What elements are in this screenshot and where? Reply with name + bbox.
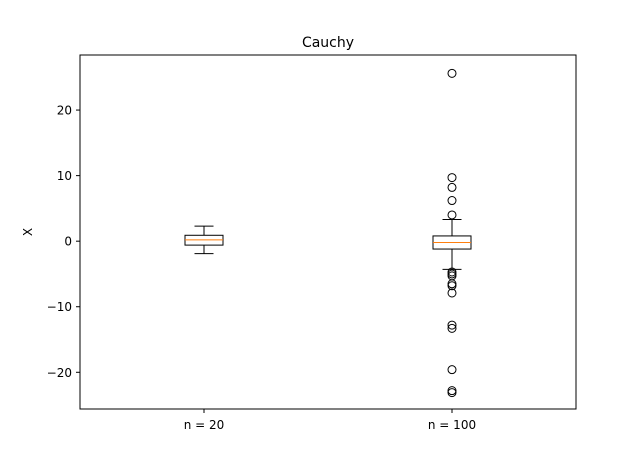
y-tick-label: 20	[57, 104, 72, 118]
y-tick-label: −10	[47, 300, 72, 314]
plot-area	[79, 54, 577, 410]
outlier-point	[447, 173, 457, 183]
outlier-point	[447, 281, 457, 291]
x-axis: n = 20 n = 100	[184, 409, 476, 432]
outlier-point	[447, 196, 457, 206]
outlier-point	[447, 365, 457, 375]
outlier-point	[447, 68, 457, 78]
x-tick-label: n = 20	[184, 418, 225, 432]
chart-title: Cauchy	[302, 35, 354, 51]
y-axis: 20 10 0 −10 −20	[47, 104, 80, 380]
y-tick-label: 0	[64, 235, 72, 249]
y-tick-label: 10	[57, 169, 72, 183]
y-axis-label: X	[21, 228, 35, 236]
outlier-point	[447, 210, 457, 220]
outlier-point	[447, 323, 457, 333]
outlier-point	[447, 288, 457, 298]
y-tick-label: −20	[47, 366, 72, 380]
box-plots	[184, 68, 472, 398]
box-plot	[184, 225, 224, 255]
outlier-point	[447, 388, 457, 398]
outlier-point	[447, 182, 457, 192]
box-plot	[432, 68, 472, 398]
x-tick-label: n = 100	[428, 418, 476, 432]
outlier-point	[447, 320, 457, 330]
